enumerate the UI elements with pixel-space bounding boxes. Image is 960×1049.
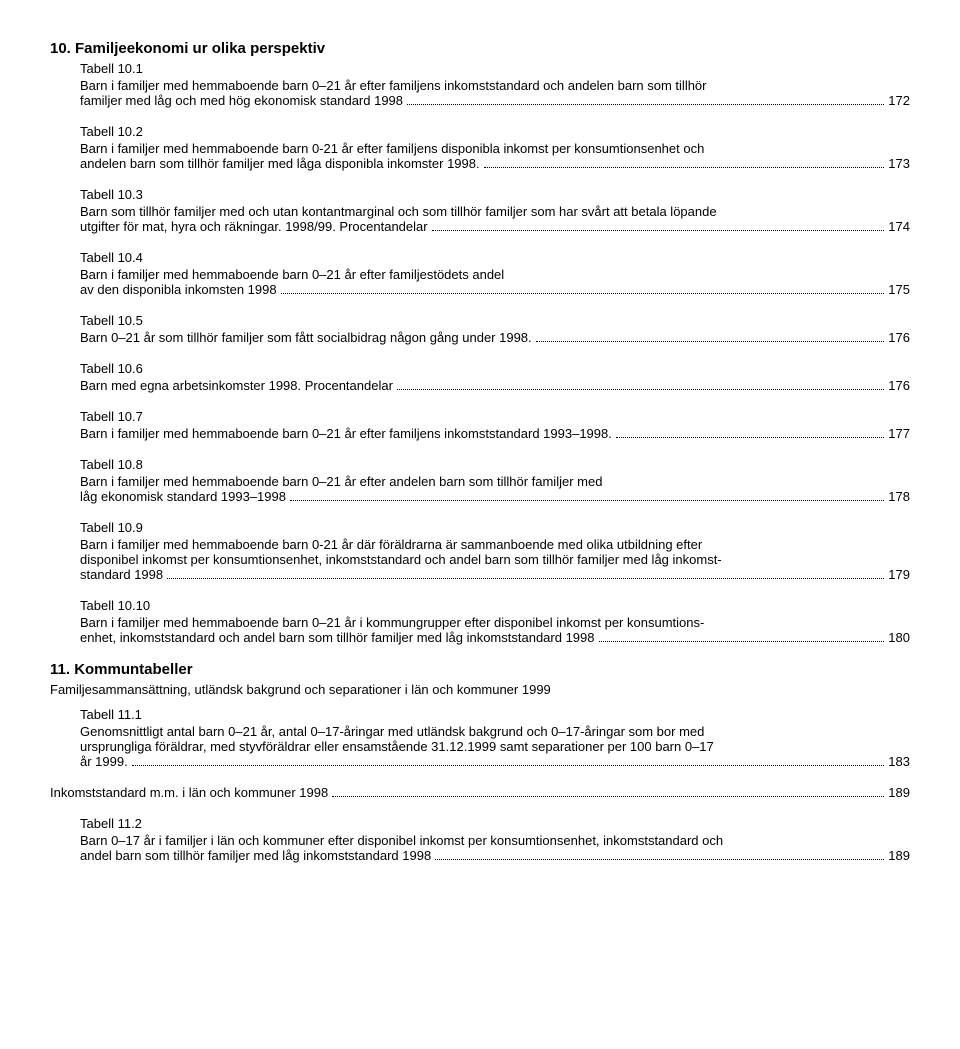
entry-desc: Barn i familjer med hemmaboende barn 0–2… — [80, 426, 612, 441]
entry-label: Tabell 10.3 — [80, 187, 910, 202]
entry-desc-line: Barn i familjer med hemmaboende barn 0-2… — [80, 537, 910, 552]
dot-leader — [432, 229, 885, 231]
toc-entry: Tabell 10.7 Barn i familjer med hemmaboe… — [80, 409, 910, 441]
entry-label: Tabell 10.2 — [80, 124, 910, 139]
entry-page: 178 — [888, 489, 910, 504]
entry-desc: år 1999. — [80, 754, 128, 769]
toc-entry: Tabell 10.1 Barn i familjer med hemmaboe… — [80, 61, 910, 108]
entry-desc-line: Barn i familjer med hemmaboende barn 0–2… — [80, 78, 910, 93]
entry-label: Tabell 10.1 — [80, 61, 910, 76]
toc-entry: Inkomststandard m.m. i län och kommuner … — [50, 785, 910, 800]
dot-leader — [132, 764, 885, 766]
entry-desc: Barn med egna arbetsinkomster 1998. Proc… — [80, 378, 393, 393]
toc-entry: Tabell 10.2 Barn i familjer med hemmaboe… — [80, 124, 910, 171]
dot-leader — [167, 577, 884, 579]
dot-leader — [407, 103, 884, 105]
entry-desc-line: ursprungliga föräldrar, med styvföräldra… — [80, 739, 910, 754]
entry-label: Tabell 10.5 — [80, 313, 910, 328]
dot-leader — [332, 795, 884, 797]
toc-entry: Tabell 10.8 Barn i familjer med hemmaboe… — [80, 457, 910, 504]
toc-entry: Tabell 10.4 Barn i familjer med hemmaboe… — [80, 250, 910, 297]
entry-page: 176 — [888, 330, 910, 345]
entry-page: 179 — [888, 567, 910, 582]
entry-label: Tabell 11.2 — [80, 816, 910, 831]
entry-page: 177 — [888, 426, 910, 441]
toc-entry: Tabell 10.10 Barn i familjer med hemmabo… — [80, 598, 910, 645]
toc-entry: Tabell 10.5 Barn 0–21 år som tillhör fam… — [80, 313, 910, 345]
entry-page: 174 — [888, 219, 910, 234]
entry-desc-line: Barn som tillhör familjer med och utan k… — [80, 204, 910, 219]
dot-leader — [599, 640, 885, 642]
dot-leader — [484, 166, 885, 168]
dot-leader — [281, 292, 885, 294]
entry-page: 175 — [888, 282, 910, 297]
dot-leader — [397, 388, 884, 390]
entry-desc-line: Barn i familjer med hemmaboende barn 0–2… — [80, 615, 910, 630]
entry-desc: utgifter för mat, hyra och räkningar. 19… — [80, 219, 428, 234]
entry-desc-line: Barn 0–17 år i familjer i län och kommun… — [80, 833, 910, 848]
toc-entry: Tabell 10.9 Barn i familjer med hemmaboe… — [80, 520, 910, 582]
dot-leader — [435, 858, 884, 860]
toc-entry: Tabell 10.6 Barn med egna arbetsinkomste… — [80, 361, 910, 393]
entry-page: 189 — [888, 848, 910, 863]
entry-desc: andel barn som tillhör familjer med låg … — [80, 848, 431, 863]
entry-page: 172 — [888, 93, 910, 108]
entry-label: Tabell 10.4 — [80, 250, 910, 265]
entry-page: 176 — [888, 378, 910, 393]
entry-page: 180 — [888, 630, 910, 645]
section-11-subheading: Familjesammansättning, utländsk bakgrund… — [50, 682, 910, 697]
section-10-title: 10. Familjeekonomi ur olika perspektiv — [50, 40, 910, 57]
dot-leader — [290, 499, 884, 501]
toc-entry: Tabell 10.3 Barn som tillhör familjer me… — [80, 187, 910, 234]
toc-entry: Tabell 11.2 Barn 0–17 år i familjer i lä… — [80, 816, 910, 863]
entry-desc-line: Barn i familjer med hemmaboende barn 0–2… — [80, 267, 910, 282]
toc-entry: Tabell 11.1 Genomsnittligt antal barn 0–… — [80, 707, 910, 769]
entry-desc: låg ekonomisk standard 1993–1998 — [80, 489, 286, 504]
entry-desc: standard 1998 — [80, 567, 163, 582]
entry-desc: enhet, inkomststandard och andel barn so… — [80, 630, 595, 645]
entry-desc: familjer med låg och med hög ekonomisk s… — [80, 93, 403, 108]
entry-desc: Inkomststandard m.m. i län och kommuner … — [50, 785, 328, 800]
dot-leader — [616, 436, 884, 438]
entry-desc: andelen barn som tillhör familjer med lå… — [80, 156, 480, 171]
entry-page: 173 — [888, 156, 910, 171]
entry-desc-line: Genomsnittligt antal barn 0–21 år, antal… — [80, 724, 910, 739]
entry-label: Tabell 10.8 — [80, 457, 910, 472]
entry-label: Tabell 10.9 — [80, 520, 910, 535]
entry-desc: av den disponibla inkomsten 1998 — [80, 282, 277, 297]
entry-desc-line: Barn i familjer med hemmaboende barn 0–2… — [80, 474, 910, 489]
dot-leader — [536, 340, 885, 342]
entry-desc-line: Barn i familjer med hemmaboende barn 0-2… — [80, 141, 910, 156]
entry-desc: Barn 0–21 år som tillhör familjer som få… — [80, 330, 532, 345]
entry-page: 183 — [888, 754, 910, 769]
entry-label: Tabell 10.7 — [80, 409, 910, 424]
entry-label: Tabell 11.1 — [80, 707, 910, 722]
section-11-title: 11. Kommuntabeller — [50, 661, 910, 678]
entry-label: Tabell 10.6 — [80, 361, 910, 376]
entry-desc-line: disponibel inkomst per konsumtionsenhet,… — [80, 552, 910, 567]
entry-label: Tabell 10.10 — [80, 598, 910, 613]
entry-page: 189 — [888, 785, 910, 800]
